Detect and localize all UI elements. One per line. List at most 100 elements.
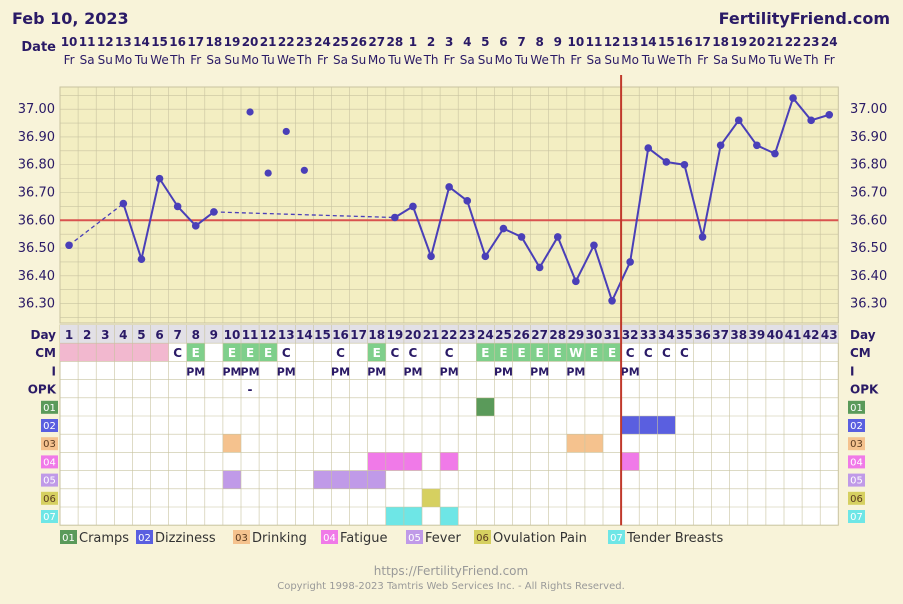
date-cell: 1 <box>409 35 417 49</box>
temperature-point <box>191 222 200 230</box>
footer-url: https://FertilityFriend.com <box>374 564 528 578</box>
symptom-code: 01 <box>43 403 56 414</box>
cm-value: C <box>626 346 635 360</box>
legend-swatch <box>608 530 625 544</box>
temperature-point <box>210 208 218 216</box>
y-tick-label-left: 36.90 <box>18 130 55 145</box>
weekday-cell: We <box>277 53 296 67</box>
date-cell: 10 <box>567 35 584 49</box>
day-number: 37 <box>712 328 729 342</box>
day-row-label-right: Day <box>850 328 876 342</box>
temperature-point <box>789 94 797 102</box>
y-tick-label-left: 36.40 <box>18 269 55 284</box>
symptom-code-badge-right <box>848 473 865 487</box>
temperature-point <box>391 213 399 222</box>
y-tick-label-left: 36.60 <box>18 213 55 228</box>
temperature-point <box>662 158 671 166</box>
opk-row-label-right: OPK <box>850 383 879 397</box>
temperature-point <box>445 183 453 191</box>
date-cell: 14 <box>640 35 657 49</box>
y-tick-label-right: 36.70 <box>850 186 887 201</box>
y-tick-label-left: 36.70 <box>18 186 55 201</box>
symptom-code-badge-right <box>848 491 865 505</box>
symptom-code-badge <box>41 510 58 523</box>
temperature-point <box>409 202 417 211</box>
weekday-cell: Tu <box>514 53 528 67</box>
weekday-cell: Sa <box>80 53 95 67</box>
symptom-cell <box>367 470 386 489</box>
temperature-segment <box>701 145 722 238</box>
weekday-cell: Su <box>224 53 239 67</box>
temperature-segment <box>448 186 468 202</box>
date-cell: 15 <box>658 35 675 49</box>
cm-fertile-cell <box>476 343 495 362</box>
legend-swatch <box>60 530 77 544</box>
temperature-point <box>825 110 834 119</box>
legend-label: Drinking <box>252 531 307 546</box>
legend-code: 04 <box>323 533 336 544</box>
weekday-cell: Th <box>423 53 439 67</box>
cm-value: C <box>409 346 418 360</box>
intercourse-value: PM <box>440 365 459 378</box>
date-cell: 4 <box>463 35 471 49</box>
temperature-segment <box>574 244 595 282</box>
cm-value: W <box>569 346 582 360</box>
y-tick-label-right: 36.30 <box>850 297 887 312</box>
day-number: 3 <box>101 328 109 342</box>
temperature-segment <box>773 97 795 154</box>
discarded-temperature-point <box>300 166 308 174</box>
symptom-cell <box>422 488 441 507</box>
day-number: 13 <box>278 328 295 342</box>
temperature-segment <box>213 211 395 219</box>
intercourse-row-label-right: I <box>850 364 854 378</box>
cm-fertile-cell <box>603 343 622 362</box>
symptom-code-right: 06 <box>850 494 863 505</box>
temperature-point <box>698 233 707 241</box>
date-cell: 11 <box>586 35 603 49</box>
symptom-code-right: 05 <box>850 476 863 487</box>
cm-value: C <box>662 346 671 360</box>
legend-label: Tender Breasts <box>626 531 724 546</box>
weekday-cell: Tu <box>261 53 275 67</box>
date-cell: 19 <box>224 35 241 49</box>
temperature-point <box>807 116 815 125</box>
day-number: 8 <box>192 328 200 342</box>
legend-label: Dizziness <box>155 531 216 546</box>
day-number: 5 <box>137 328 145 342</box>
symptom-cell <box>440 452 459 471</box>
temperature-segment <box>195 211 215 227</box>
temperature-point <box>680 160 689 169</box>
symptom-code: 06 <box>43 494 56 505</box>
date-cell: 26 <box>350 35 367 49</box>
weekday-cell: Th <box>676 53 692 67</box>
legend-swatch <box>406 530 423 544</box>
cm-fertile-cell <box>512 343 531 362</box>
day-number: 6 <box>155 328 163 342</box>
menses-cell <box>132 343 151 362</box>
date-cell: 20 <box>242 35 259 49</box>
day-number: 12 <box>260 328 277 342</box>
day-number: 31 <box>604 328 621 342</box>
date-cell: 21 <box>767 35 784 49</box>
legend-swatch <box>474 530 491 544</box>
date-cell: 9 <box>554 35 562 49</box>
intercourse-value: PM <box>621 365 640 378</box>
cm-fertile-cell <box>566 343 585 362</box>
day-number: 41 <box>785 328 802 342</box>
legend-code: 01 <box>62 533 75 544</box>
symptom-code: 04 <box>43 457 56 468</box>
temperature-segment <box>556 236 577 282</box>
y-tick-label-left: 37.00 <box>18 102 55 117</box>
cm-fertile-cell <box>259 343 278 362</box>
temperature-point <box>553 233 562 241</box>
intercourse-value: PM <box>367 365 386 378</box>
footer-copyright: Copyright 1998-2023 Tamtris Web Services… <box>277 581 625 592</box>
weekday-cell: Fr <box>190 53 201 67</box>
cm-value: E <box>517 346 525 360</box>
temperature-segment <box>158 178 179 207</box>
y-tick-label-left: 36.50 <box>18 241 55 256</box>
y-tick-label-left: 36.80 <box>18 158 55 173</box>
temperature-point <box>155 174 164 183</box>
legend-swatch <box>233 530 250 544</box>
